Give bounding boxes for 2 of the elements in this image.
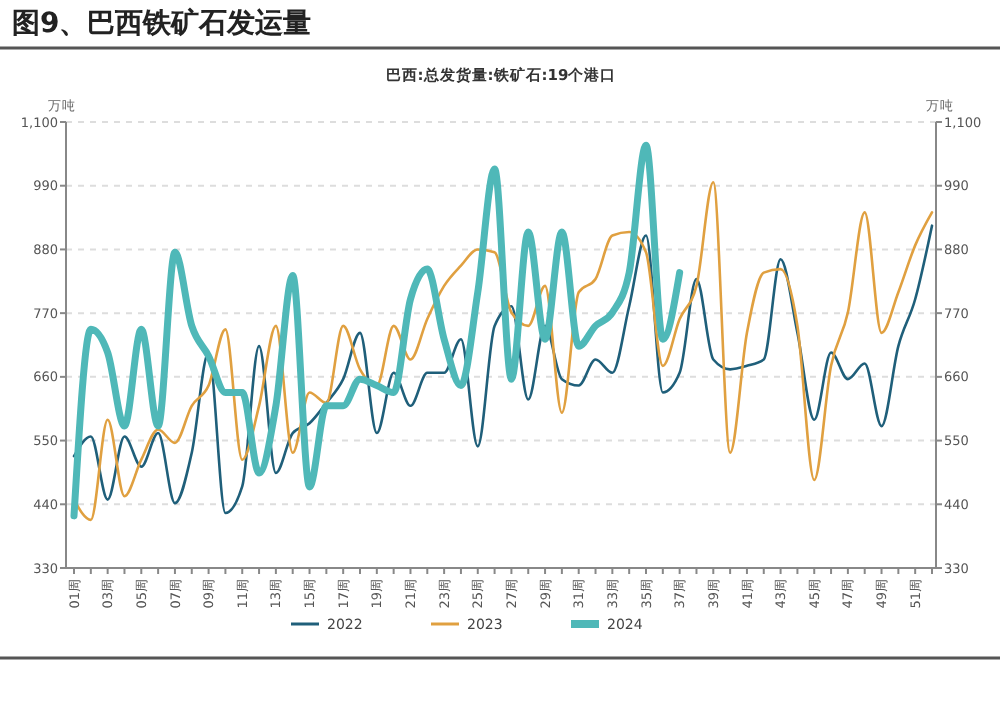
chart-title: 图9、巴西铁矿石发运量 xyxy=(12,6,312,40)
line-series xyxy=(70,141,684,520)
